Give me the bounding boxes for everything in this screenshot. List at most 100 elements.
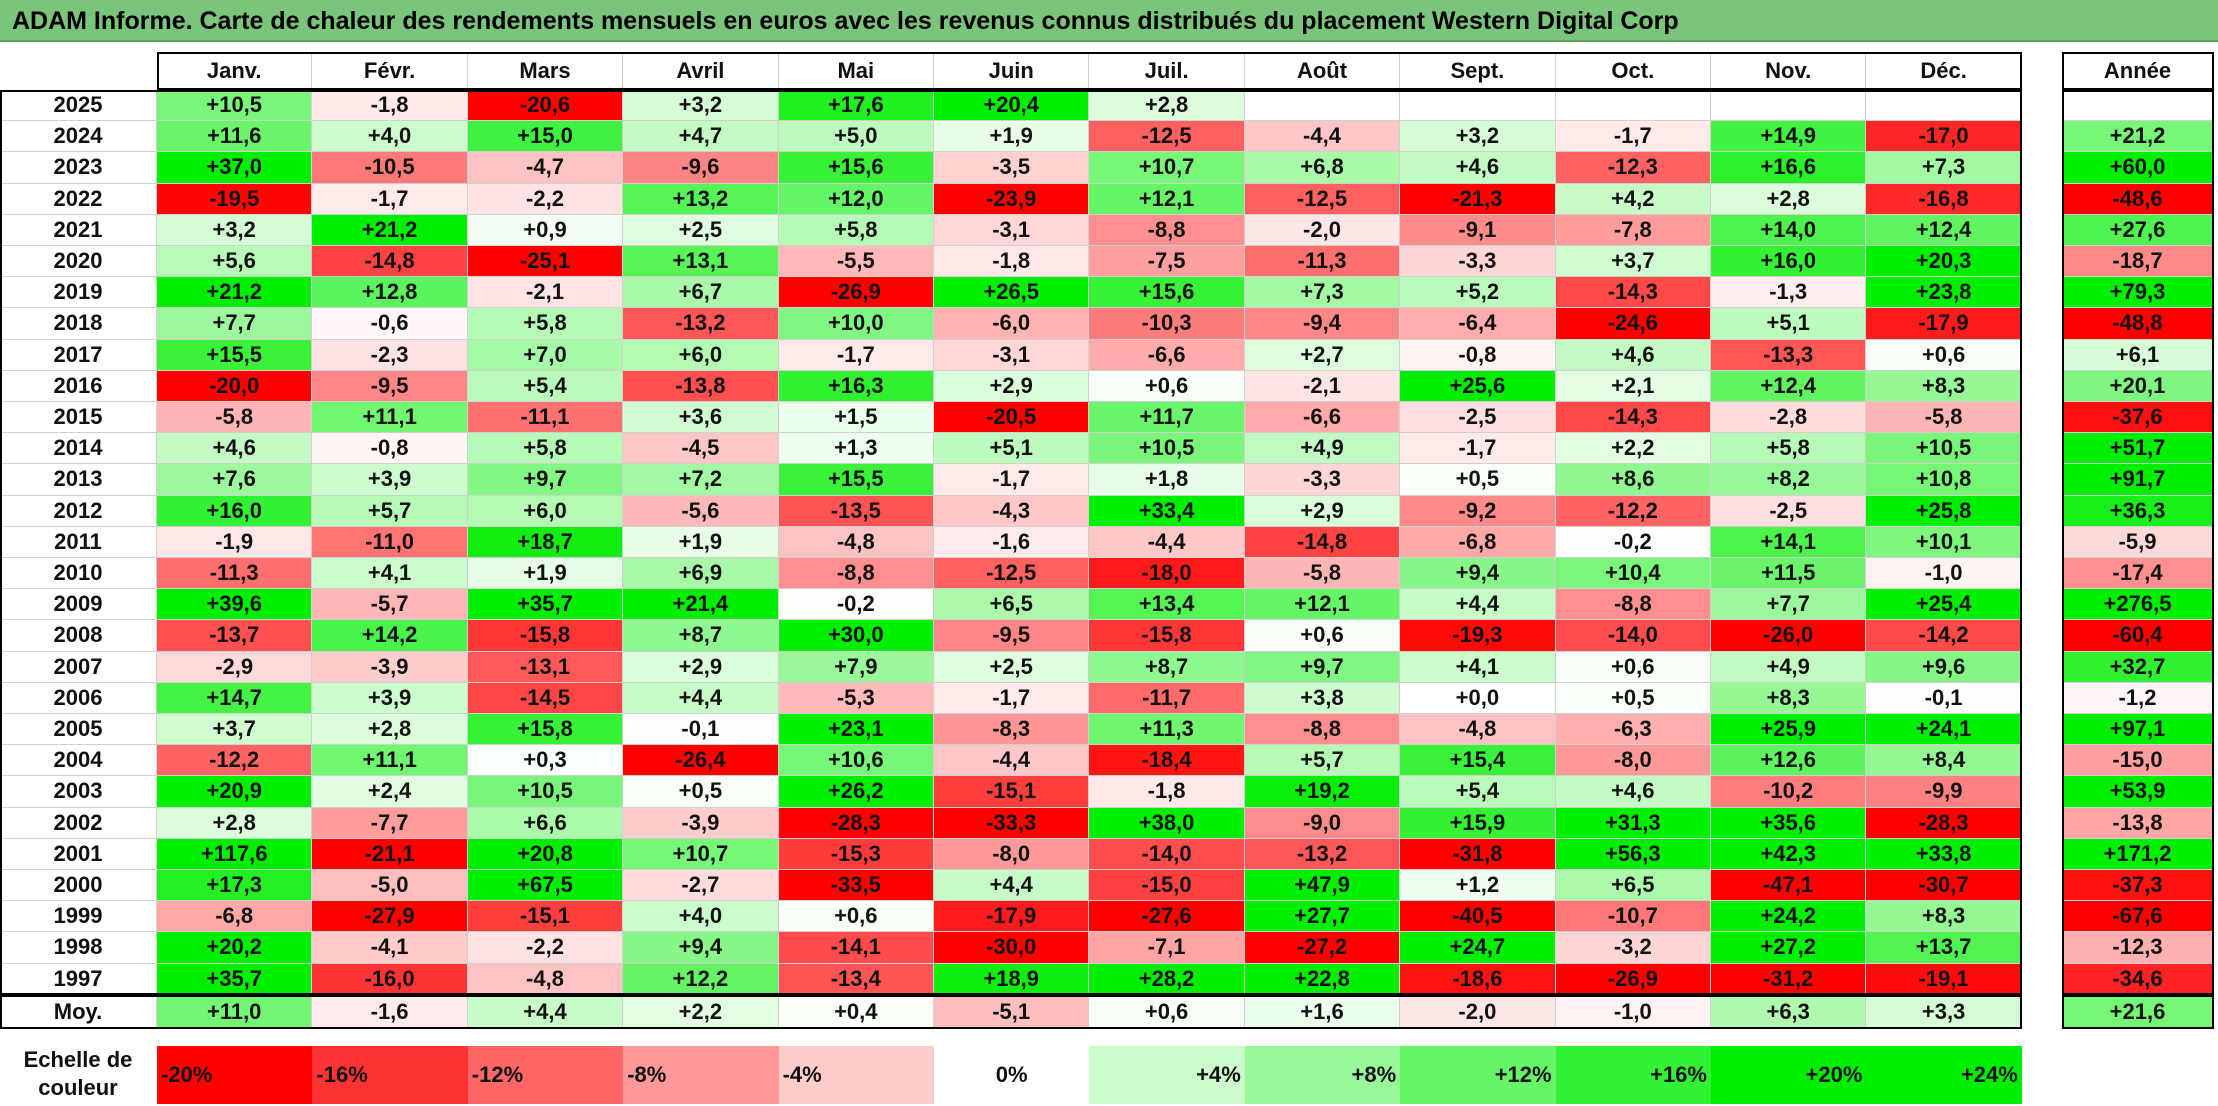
heatmap-cell: +2,5	[934, 651, 1090, 683]
heatmap-cell: -6,6	[1089, 339, 1245, 371]
heatmap-cell: +4,9	[1711, 651, 1867, 683]
heatmap-cell: +11,3	[1089, 714, 1245, 746]
heatmap-cell: -1,9	[157, 526, 313, 558]
heatmap-cell: -4,7	[467, 152, 624, 184]
heatmap-cell: -1,0	[1866, 558, 2022, 590]
year-label: 2010	[0, 558, 157, 590]
scale-step: -12%	[467, 1046, 624, 1104]
heatmap-cell: +25,6	[1400, 370, 1556, 402]
year-label: 2002	[0, 807, 157, 839]
heatmap-cell: -17,9	[934, 901, 1090, 933]
heatmap-cell: -12,5	[1244, 183, 1401, 215]
heatmap-cell: -11,3	[157, 558, 313, 590]
heatmap-cell: +12,0	[778, 183, 934, 215]
heatmap-cell: +3,7	[157, 714, 313, 746]
heatmap-cell: -4,1	[312, 932, 468, 964]
heatmap-cell: -19,3	[1400, 620, 1556, 652]
heatmap-cell: +17,6	[778, 90, 934, 122]
heatmap-cell: -19,5	[157, 183, 313, 215]
heatmap-cell: -21,3	[1400, 183, 1556, 215]
heatmap-cell: -13,8	[623, 370, 779, 402]
heatmap-cell: +0,3	[467, 745, 624, 777]
annual-cell	[2062, 90, 2214, 122]
annual-cell: -5,9	[2062, 526, 2214, 558]
heatmap-cell: +4,6	[1400, 152, 1556, 184]
heatmap-cell: -14,8	[312, 246, 468, 278]
heatmap-cell: +7,3	[1866, 152, 2022, 184]
heatmap-cell: +35,7	[467, 589, 624, 621]
heatmap-cell: -15,1	[467, 901, 624, 933]
heatmap-cell: +13,2	[623, 183, 779, 215]
heatmap-cell: +1,3	[778, 433, 934, 465]
heatmap-cell: +3,2	[623, 90, 779, 122]
heatmap-cell: +8,6	[1555, 464, 1711, 496]
heatmap-cell: +8,4	[1866, 745, 2022, 777]
heatmap-cell: -1,7	[778, 339, 934, 371]
heatmap-cell: -30,7	[1866, 870, 2022, 902]
year-label: 2023	[0, 152, 157, 184]
heatmap-cell: -10,2	[1711, 776, 1867, 808]
heatmap-cell: -14,8	[1244, 526, 1401, 558]
scale-step: +8%	[1244, 1046, 1401, 1104]
heatmap-cell: +10,5	[157, 90, 313, 122]
heatmap-cell: +25,4	[1866, 589, 2022, 621]
heatmap-cell: -13,3	[1711, 339, 1867, 371]
annual-cell: +51,7	[2062, 433, 2214, 465]
heatmap-cell: -5,3	[778, 682, 934, 714]
heatmap-cell: +27,7	[1244, 901, 1401, 933]
month-header: Mai	[778, 52, 934, 90]
heatmap-cell: +4,9	[1244, 433, 1401, 465]
heatmap-cell: -18,6	[1400, 963, 1556, 995]
heatmap-cell: +15,8	[467, 714, 624, 746]
scale-step: 0%	[934, 1046, 1090, 1104]
heatmap-cell: -14,1	[778, 932, 934, 964]
heatmap-cell: +2,1	[1555, 370, 1711, 402]
annual-cell: -48,8	[2062, 308, 2214, 340]
heatmap-cell: -12,5	[1089, 121, 1245, 153]
heatmap-cell: +3,8	[1244, 682, 1401, 714]
heatmap-cell: -27,6	[1089, 901, 1245, 933]
heatmap-cell: +3,6	[623, 402, 779, 434]
year-label: 2013	[0, 464, 157, 496]
heatmap-cell: +2,2	[1555, 433, 1711, 465]
heatmap-cell: +4,6	[1555, 339, 1711, 371]
heatmap-cell: +3,9	[312, 682, 468, 714]
annual-cell: +60,0	[2062, 152, 2214, 184]
heatmap-cell: -6,8	[1400, 526, 1556, 558]
heatmap-cell: -2,5	[1400, 402, 1556, 434]
heatmap-cell: -0,8	[312, 433, 468, 465]
heatmap-cell: -5,6	[623, 495, 779, 527]
heatmap-cell: -13,4	[778, 963, 934, 995]
year-label: 2011	[0, 526, 157, 558]
heatmap-cell: -5,8	[157, 402, 313, 434]
heatmap-cell: -25,1	[467, 246, 624, 278]
heatmap-cell: +0,6	[1089, 370, 1245, 402]
year-label: 2019	[0, 277, 157, 309]
heatmap-cell: +35,6	[1711, 807, 1867, 839]
heatmap-cell: +23,1	[778, 714, 934, 746]
heatmap-cell: +4,4	[934, 870, 1090, 902]
heatmap-cell: +19,2	[1244, 776, 1401, 808]
annual-cell: -13,8	[2062, 807, 2214, 839]
heatmap-cell: +0,6	[1244, 620, 1401, 652]
heatmap-cell: +1,9	[934, 121, 1090, 153]
heatmap-cell: +9,7	[467, 464, 624, 496]
heatmap-cell: +16,0	[1711, 246, 1867, 278]
month-header: Avril	[623, 52, 779, 90]
heatmap-cell: +11,7	[1089, 402, 1245, 434]
heatmap-cell: +21,2	[157, 277, 313, 309]
heatmap-cell: +15,0	[467, 121, 624, 153]
heatmap-cell: +47,9	[1244, 870, 1401, 902]
heatmap-cell: -13,5	[778, 495, 934, 527]
heatmap-cell: +15,5	[778, 464, 934, 496]
heatmap-cell: +5,2	[1400, 277, 1556, 309]
heatmap-cell: -19,1	[1866, 963, 2022, 995]
heatmap-cell: -10,7	[1555, 901, 1711, 933]
heatmap-cell: -10,3	[1089, 308, 1245, 340]
year-label: 1999	[0, 901, 157, 933]
average-label: Moy.	[0, 995, 157, 1029]
heatmap-cell: +31,3	[1555, 807, 1711, 839]
heatmap-cell: +9,4	[1400, 558, 1556, 590]
heatmap-cell: +22,8	[1244, 963, 1401, 995]
annual-cell: -34,6	[2062, 963, 2214, 995]
